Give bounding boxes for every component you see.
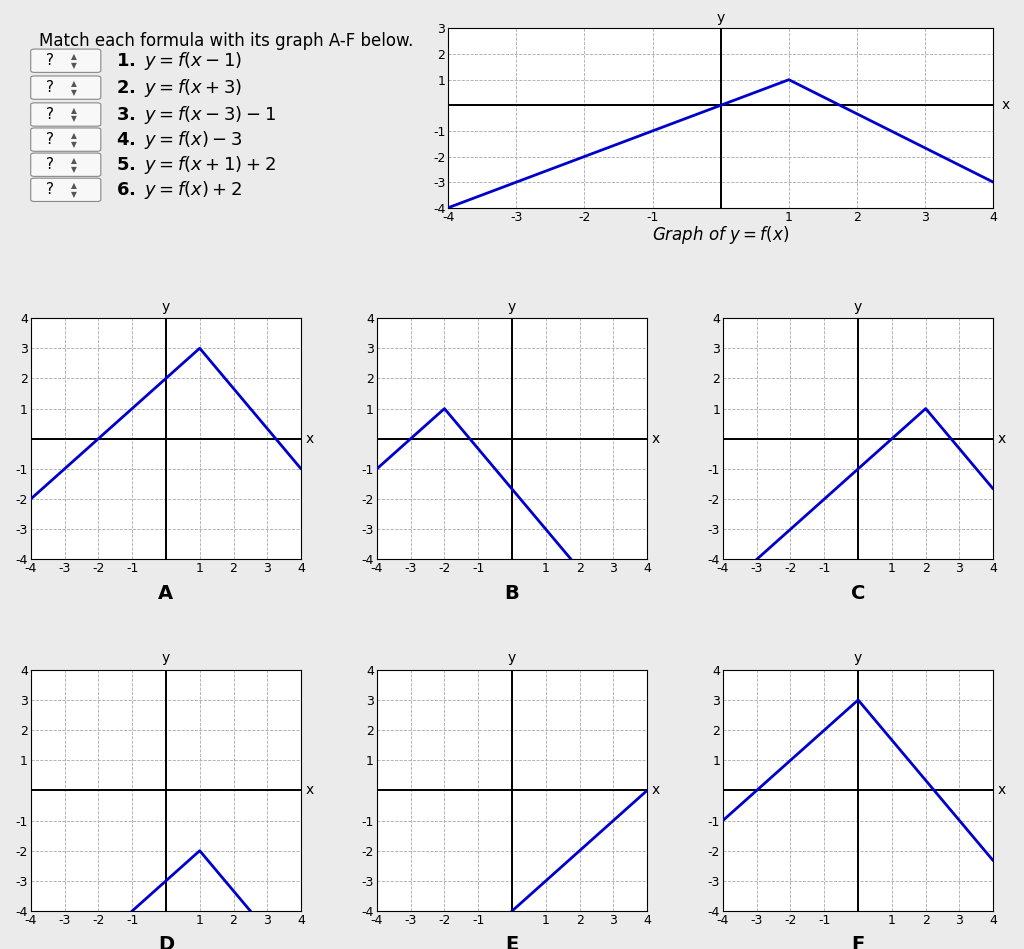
Text: ▼: ▼ xyxy=(71,190,77,198)
Text: A: A xyxy=(159,584,173,603)
Text: x: x xyxy=(997,783,1006,797)
FancyBboxPatch shape xyxy=(31,178,100,201)
Text: ▼: ▼ xyxy=(71,115,77,123)
Text: ▼: ▼ xyxy=(71,140,77,149)
Text: ▼: ▼ xyxy=(71,61,77,69)
Text: y: y xyxy=(854,300,862,313)
FancyBboxPatch shape xyxy=(31,102,100,126)
Text: ▲: ▲ xyxy=(71,105,77,115)
Text: y: y xyxy=(717,10,725,25)
Text: ?: ? xyxy=(46,158,54,172)
FancyBboxPatch shape xyxy=(31,76,100,100)
Text: $\mathbf{5.}$ $y = f(x+1)+2$: $\mathbf{5.}$ $y = f(x+1)+2$ xyxy=(117,154,276,176)
Text: x: x xyxy=(651,432,659,446)
Text: ▲: ▲ xyxy=(71,79,77,87)
Text: $\mathbf{2.}$ $y = f(x+3)$: $\mathbf{2.}$ $y = f(x+3)$ xyxy=(117,77,243,99)
Text: $\mathbf{1.}$ $y = f(x-1)$: $\mathbf{1.}$ $y = f(x-1)$ xyxy=(117,49,243,72)
Text: y: y xyxy=(508,300,516,313)
Text: $\mathbf{6.}$ $y = f(x)+2$: $\mathbf{6.}$ $y = f(x)+2$ xyxy=(117,178,243,201)
Text: ?: ? xyxy=(46,80,54,95)
Text: ▼: ▼ xyxy=(71,165,77,174)
Text: y: y xyxy=(162,651,170,665)
Text: y: y xyxy=(162,300,170,313)
Text: x: x xyxy=(651,783,659,797)
Text: y: y xyxy=(508,651,516,665)
Text: x: x xyxy=(305,783,313,797)
Text: ?: ? xyxy=(46,107,54,122)
Text: ?: ? xyxy=(46,132,54,147)
Text: F: F xyxy=(852,935,864,949)
Text: y: y xyxy=(854,651,862,665)
Text: x: x xyxy=(1001,99,1010,112)
Text: Graph of $y = f(x)$: Graph of $y = f(x)$ xyxy=(652,224,790,246)
FancyBboxPatch shape xyxy=(31,49,100,72)
Text: ▲: ▲ xyxy=(71,181,77,190)
Text: ▼: ▼ xyxy=(71,87,77,97)
Text: C: C xyxy=(851,584,865,603)
Text: ▲: ▲ xyxy=(71,156,77,165)
Text: $\mathbf{4.}$ $y = f(x)-3$: $\mathbf{4.}$ $y = f(x)-3$ xyxy=(117,129,243,151)
Text: ?: ? xyxy=(46,53,54,68)
Text: x: x xyxy=(305,432,313,446)
FancyBboxPatch shape xyxy=(31,153,100,177)
Text: Match each formula with its graph A-F below.: Match each formula with its graph A-F be… xyxy=(39,32,413,50)
Text: $\mathbf{3.}$ $y = f(x-3)-1$: $\mathbf{3.}$ $y = f(x-3)-1$ xyxy=(117,103,276,125)
Text: ▲: ▲ xyxy=(71,52,77,61)
Text: ?: ? xyxy=(46,182,54,197)
Text: ▲: ▲ xyxy=(71,131,77,140)
FancyBboxPatch shape xyxy=(31,128,100,151)
Text: D: D xyxy=(158,935,174,949)
Text: x: x xyxy=(997,432,1006,446)
Text: B: B xyxy=(505,584,519,603)
Text: E: E xyxy=(506,935,518,949)
